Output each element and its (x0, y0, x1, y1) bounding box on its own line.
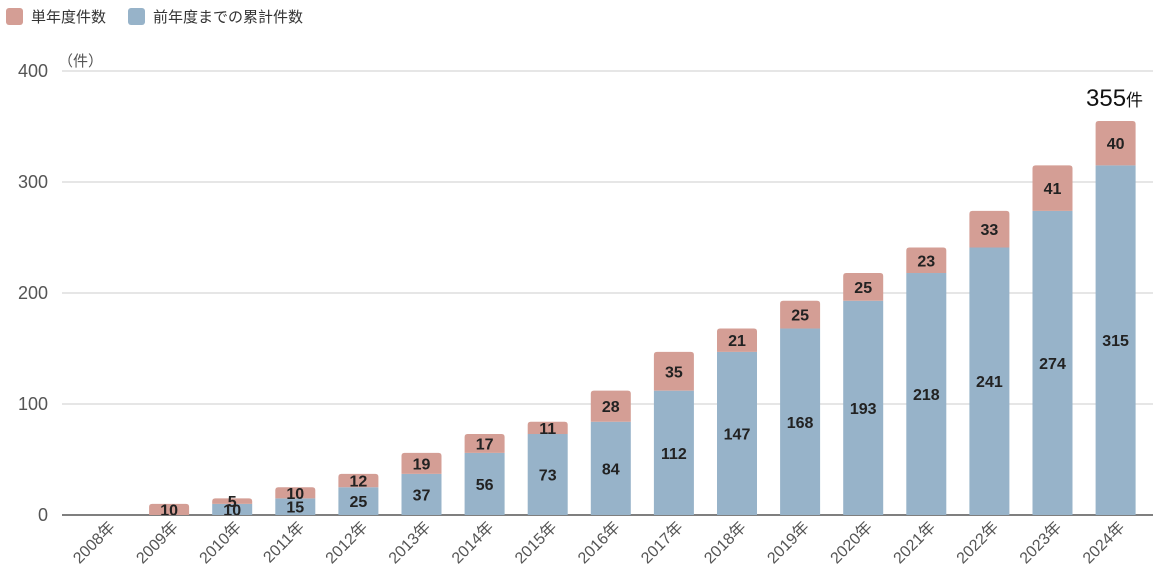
y-tick-label: 400 (18, 61, 48, 81)
bar-label-cumulative: 193 (850, 401, 877, 418)
bar-label-annual: 21 (728, 333, 746, 350)
bar-cumulative (717, 351, 757, 515)
bar-label-annual: 35 (665, 364, 683, 381)
bar-label-cumulative: 25 (350, 494, 368, 511)
x-tick-label: 2014年 (448, 518, 497, 567)
bar-annual (338, 473, 379, 488)
bar-cumulative (275, 498, 316, 515)
bar-annual (275, 487, 316, 499)
total-annotation: 355件 (1086, 85, 1143, 112)
bar-label-annual: 10 (160, 502, 178, 519)
legend-swatch-cumulative (128, 8, 146, 25)
x-tick-label: 2009年 (133, 518, 182, 567)
legend-label-annual: 単年度件数 (31, 9, 107, 26)
bar-cumulative (969, 247, 1010, 516)
bar-cumulative (590, 421, 631, 515)
bar-cumulative (780, 328, 821, 515)
bar-annual (212, 498, 253, 504)
bar-cumulative (653, 390, 694, 515)
bar-label-annual: 10 (286, 486, 304, 503)
x-tick-label: 2015年 (511, 518, 560, 567)
bar-label-cumulative: 56 (476, 477, 494, 494)
bar-label-annual: 19 (413, 456, 431, 473)
bar-cumulative (464, 452, 505, 515)
legend: 単年度件数 前年度までの累計件数 (6, 6, 303, 27)
y-tick-label: 300 (18, 172, 48, 192)
bar-cumulative (401, 473, 442, 515)
bar-cumulative (1032, 210, 1073, 516)
bar-annual (527, 421, 568, 434)
bar-label-cumulative: 274 (1039, 356, 1066, 373)
x-tick-label: 2021年 (890, 518, 939, 567)
bar-label-cumulative: 147 (724, 426, 751, 443)
total-unit: 件 (1126, 91, 1143, 110)
y-tick-label: 100 (18, 394, 48, 414)
bar-annual (780, 300, 821, 329)
bar-label-annual: 25 (854, 280, 872, 297)
bar-label-cumulative: 241 (976, 374, 1003, 391)
x-tick-label: 2018年 (701, 518, 750, 567)
legend-item-cumulative: 前年度までの累計件数 (128, 6, 303, 27)
bar-label-cumulative: 10 (223, 502, 241, 519)
bar-cumulative (527, 433, 568, 515)
legend-label-cumulative: 前年度までの累計件数 (153, 9, 304, 26)
bar-annual (1032, 165, 1073, 211)
bar-label-annual: 28 (602, 399, 620, 416)
x-tick-label: 2024年 (1079, 518, 1128, 567)
bar-label-cumulative: 218 (913, 387, 940, 404)
x-tick-label: 2019年 (764, 518, 813, 567)
bar-label-annual: 11 (539, 421, 556, 438)
bar-cumulative (212, 503, 253, 515)
bar-annual (717, 328, 757, 352)
y-tick-label: 200 (18, 283, 48, 303)
x-tick-label: 2020年 (827, 518, 876, 567)
bar-label-cumulative: 112 (661, 446, 687, 463)
x-tick-label: 2013年 (385, 518, 434, 567)
bar-annual (906, 247, 947, 274)
bar-cumulative (906, 273, 947, 515)
bar-annual (843, 273, 884, 301)
y-axis-ticks: 0 100 200 300 400 (18, 61, 48, 525)
legend-item-annual: 単年度件数 (6, 6, 106, 27)
x-tick-label: 2017年 (638, 518, 687, 567)
bar-cumulative (843, 300, 884, 515)
y-axis-unit: （件） (58, 53, 103, 70)
x-tick-label: 2008年 (70, 518, 119, 567)
x-tick-label: 2012年 (322, 518, 371, 567)
bar-label-annual: 23 (917, 253, 935, 270)
y-tick-label: 0 (38, 505, 48, 525)
bar-annual (149, 503, 190, 515)
bar-label-cumulative: 168 (787, 415, 814, 432)
x-tick-label: 2023年 (1016, 518, 1065, 567)
x-tick-label: 2022年 (953, 518, 1002, 567)
bar-label-annual: 41 (1044, 181, 1062, 198)
bar-label-annual: 5 (228, 494, 237, 511)
bar-label-annual: 33 (981, 222, 999, 239)
bar-annual (1095, 120, 1136, 166)
bar-label-annual: 17 (476, 436, 494, 453)
bar-cumulative (1095, 165, 1136, 515)
x-axis-ticks: 2008年 2009年 2010年 2011年 2012年 2013年 2014年 2015年… (70, 518, 1129, 567)
x-tick-label: 2010年 (196, 518, 245, 567)
legend-swatch-annual (6, 8, 23, 25)
bar-cumulative (338, 487, 379, 515)
x-tick-label: 2016年 (574, 518, 623, 567)
bar-annual (401, 452, 442, 474)
bar-annual (653, 351, 694, 391)
bar-label-cumulative: 315 (1102, 333, 1129, 350)
x-tick-label: 2011年 (260, 518, 308, 566)
bar-annual (590, 390, 631, 422)
bar-label-cumulative: 84 (602, 461, 620, 478)
bar-label-annual: 40 (1107, 136, 1125, 153)
bar-annual (464, 433, 505, 453)
bar-label-cumulative: 15 (286, 500, 304, 517)
total-number: 355 (1086, 85, 1126, 112)
bar-label-annual: 12 (350, 474, 368, 491)
bar-label-cumulative: 37 (413, 487, 431, 504)
bar-label-cumulative: 73 (539, 467, 557, 484)
bar-label-annual: 25 (791, 308, 809, 325)
bar-annual (969, 210, 1010, 248)
